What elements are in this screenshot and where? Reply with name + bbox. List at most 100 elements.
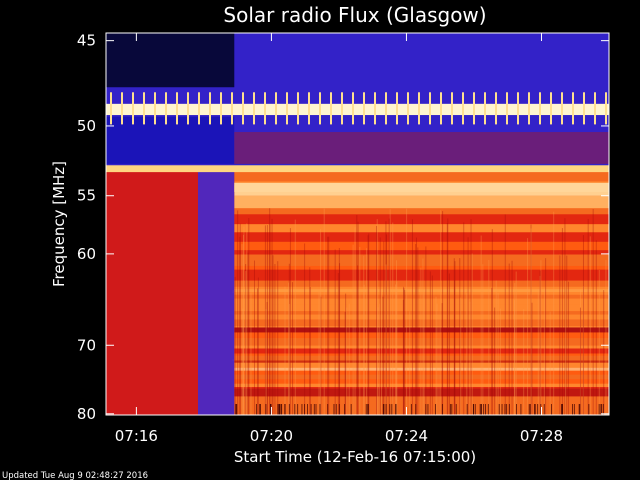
- time-streak: [245, 270, 247, 415]
- frequency-stripe: [234, 322, 609, 327]
- time-streak: [239, 223, 241, 415]
- comb-tick: [154, 92, 156, 125]
- bottom-streak: [537, 404, 539, 415]
- time-streak: [453, 258, 455, 415]
- time-streak: [323, 208, 325, 415]
- time-streak: [565, 281, 567, 415]
- time-streak: [348, 303, 350, 415]
- time-streak: [383, 241, 385, 415]
- comb-tick: [242, 92, 244, 125]
- time-streak: [511, 260, 513, 415]
- bottom-streak: [391, 404, 393, 415]
- time-streak: [508, 263, 510, 415]
- frequency-stripe: [234, 254, 609, 266]
- time-streak: [309, 287, 311, 415]
- bottom-streak: [487, 404, 489, 415]
- time-streak: [367, 235, 369, 415]
- time-streak: [411, 219, 413, 415]
- time-streak: [256, 288, 258, 415]
- upper-band-purple: [234, 132, 609, 164]
- time-streak: [334, 249, 336, 415]
- bottom-streak: [255, 404, 257, 415]
- comb-tick: [286, 92, 288, 125]
- time-streak: [539, 270, 541, 415]
- x-tick-label: 07:16: [115, 427, 158, 445]
- time-streak: [531, 302, 533, 415]
- comb-tick: [198, 92, 200, 125]
- comb-tick: [143, 92, 145, 125]
- bottom-streak: [259, 404, 261, 415]
- time-streak: [409, 311, 411, 415]
- time-streak: [366, 248, 368, 415]
- bottom-streak: [483, 404, 485, 415]
- time-streak: [530, 228, 532, 415]
- time-streak: [289, 303, 291, 415]
- time-streak: [344, 311, 346, 415]
- time-streak: [277, 261, 279, 415]
- comb-tick: [110, 92, 112, 125]
- frequency-stripe: [234, 269, 609, 281]
- comb-tick: [539, 92, 541, 125]
- upper-band-quiet: [106, 116, 235, 164]
- bottom-streak: [425, 404, 427, 415]
- time-streak: [292, 282, 294, 415]
- bottom-streak: [485, 404, 487, 415]
- comb-tick: [187, 92, 189, 125]
- frequency-stripe: [234, 383, 609, 388]
- time-streak: [582, 235, 584, 415]
- frequency-stripe: [234, 355, 609, 363]
- bottom-streak: [294, 404, 296, 415]
- time-streak: [368, 233, 370, 415]
- time-streak: [467, 237, 469, 415]
- time-streak: [389, 209, 391, 415]
- bottom-streak: [236, 404, 238, 415]
- comb-tick: [495, 92, 497, 125]
- y-axis: 45 50 55 60 70 80: [77, 32, 609, 423]
- time-streak: [394, 284, 396, 415]
- time-streak: [564, 218, 566, 415]
- y-tick-label: 80: [77, 405, 96, 423]
- x-tick-label: 07:20: [250, 427, 293, 445]
- bottom-streak: [288, 404, 290, 415]
- time-streak: [447, 218, 449, 415]
- bottom-streak: [498, 404, 500, 415]
- y-tick-label: 45: [77, 32, 96, 50]
- time-streak: [406, 208, 408, 415]
- time-streak: [234, 276, 236, 415]
- frequency-stripe: [234, 214, 609, 225]
- time-streak: [274, 263, 276, 415]
- frequency-stripe: [234, 353, 609, 356]
- comb-tick: [132, 92, 134, 125]
- bottom-streak: [508, 404, 510, 415]
- time-streak: [239, 236, 241, 415]
- bottom-streak: [474, 404, 476, 415]
- bottom-streak: [520, 404, 522, 415]
- time-streak: [568, 281, 570, 415]
- time-streak: [549, 311, 551, 415]
- bottom-streak: [304, 404, 306, 415]
- bottom-streak: [383, 404, 385, 415]
- comb-tick: [550, 92, 552, 125]
- time-streak: [422, 258, 424, 415]
- bottom-streak: [501, 404, 503, 415]
- time-streak: [247, 252, 249, 415]
- time-streak: [264, 225, 266, 415]
- x-axis: 07:16 07:20 07:24 07:28: [115, 33, 563, 445]
- time-streak: [272, 255, 274, 415]
- frequency-stripe: [234, 409, 609, 415]
- updated-timestamp: Updated Tue Aug 9 02:48:27 2016: [2, 471, 148, 480]
- upper-band-dark: [106, 33, 235, 88]
- time-streak: [553, 211, 555, 415]
- time-streak: [337, 273, 339, 415]
- time-streak: [320, 229, 322, 415]
- bottom-streak: [307, 404, 309, 415]
- frequency-stripe: [234, 370, 609, 375]
- comb-tick: [396, 92, 398, 125]
- time-streak: [385, 221, 387, 415]
- bottom-streak: [335, 404, 337, 415]
- bottom-streak: [333, 404, 335, 415]
- time-streak: [579, 307, 581, 415]
- bottom-streak: [235, 404, 237, 415]
- time-streak: [395, 260, 397, 415]
- comb-tick: [341, 92, 343, 125]
